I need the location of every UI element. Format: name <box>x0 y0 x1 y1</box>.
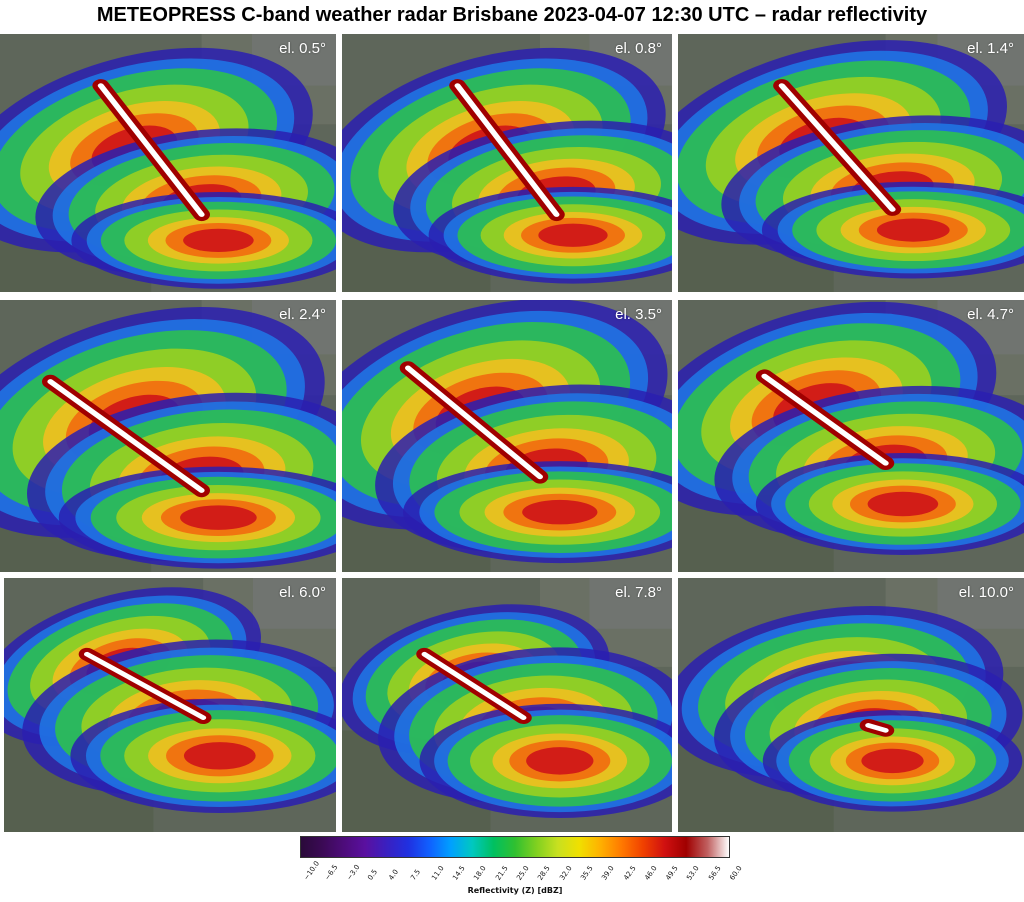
radar-image <box>342 300 672 572</box>
elevation-label: el. 0.8° <box>615 40 662 57</box>
radar-image <box>342 578 672 832</box>
colorbar-tick: −3.0 <box>344 863 362 882</box>
chart-title: METEOPRESS C-band weather radar Brisbane… <box>96 4 928 26</box>
colorbar-tick: 56.5 <box>706 864 723 882</box>
colorbar-tick: 49.5 <box>664 864 680 882</box>
radar-image <box>678 34 1024 292</box>
elevation-label: el. 10.0° <box>958 584 1014 601</box>
radar-panel: el. 4.7° <box>678 300 1024 572</box>
elevation-label: el. 7.8° <box>615 584 662 601</box>
colorbar-tick: 18.0 <box>472 864 489 882</box>
colorbar-tick: −6.5 <box>323 863 340 882</box>
elevation-label: el. 1.4° <box>967 40 1014 57</box>
colorbar-tick: 14.5 <box>451 864 467 882</box>
radar-panel-grid: el. 0.5° el. 0.8° el. 1.4° el. 2.4° el. … <box>0 34 1024 834</box>
colorbar: −10.0 −6.5 −3.0 0.5 4.0 7.5 11.0 14.5 18.0 21.5 25… <box>300 836 744 900</box>
radar-panel: el. 0.5° <box>0 34 336 292</box>
radar-panel: el. 0.8° <box>342 34 672 292</box>
colorbar-tick: 25.0 <box>515 864 531 882</box>
colorbar-tick: 60.0 <box>728 864 744 882</box>
colorbar-tick: 46.0 <box>642 864 659 882</box>
radar-panel: el. 10.0° <box>678 578 1024 832</box>
radar-image <box>678 578 1024 832</box>
radar-image <box>0 34 336 292</box>
radar-panel: el. 6.0° <box>4 578 336 832</box>
radar-panel: el. 2.4° <box>0 300 336 572</box>
elevation-label: el. 0.5° <box>279 40 326 57</box>
colorbar-tick: 11.0 <box>429 864 446 882</box>
colorbar-tick: 42.5 <box>621 864 638 882</box>
radar-image <box>0 300 336 572</box>
colorbar-tick: 39.0 <box>600 864 616 882</box>
elevation-label: el. 6.0° <box>279 584 326 601</box>
colorbar-ticks: −10.0 −6.5 −3.0 0.5 4.0 7.5 11.0 14.5 18.0 21.5 25… <box>300 858 743 884</box>
colorbar-gradient <box>300 836 730 858</box>
elevation-label: el. 3.5° <box>615 306 662 323</box>
radar-panel: el. 7.8° <box>342 578 672 832</box>
radar-panel: el. 3.5° <box>342 300 672 572</box>
colorbar-tick: 32.0 <box>557 864 574 882</box>
elevation-label: el. 4.7° <box>967 306 1014 323</box>
colorbar-tick: 35.5 <box>579 864 595 882</box>
radar-image <box>678 300 1024 572</box>
colorbar-tick: 7.5 <box>408 868 422 882</box>
colorbar-tick: −10.0 <box>302 859 322 882</box>
colorbar-tick: 4.0 <box>387 868 401 882</box>
radar-panel: el. 1.4° <box>678 34 1024 292</box>
colorbar-tick: 53.0 <box>685 864 702 882</box>
colorbar-tick: 21.5 <box>493 864 510 882</box>
colorbar-tick: 0.5 <box>366 868 379 882</box>
radar-image <box>342 34 672 292</box>
radar-image <box>4 578 336 832</box>
colorbar-label: Reflectivity (Z) [dBZ] <box>467 886 563 895</box>
elevation-label: el. 2.4° <box>279 306 326 323</box>
colorbar-tick: 28.5 <box>536 864 552 882</box>
